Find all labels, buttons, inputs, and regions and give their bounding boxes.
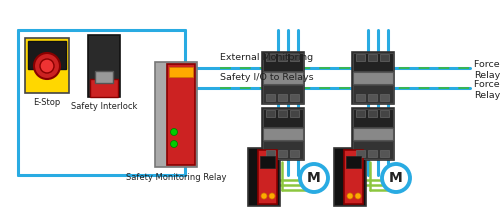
Bar (278, 150, 287, 157)
Bar (290, 54, 299, 61)
Bar (262, 52, 304, 104)
Bar (278, 54, 287, 61)
Text: M: M (307, 171, 321, 185)
Bar (353, 53, 393, 71)
Bar (334, 148, 366, 206)
Circle shape (269, 193, 275, 199)
Circle shape (34, 53, 60, 79)
Bar (266, 150, 275, 157)
Bar (263, 85, 303, 103)
Circle shape (355, 193, 361, 199)
Bar (353, 109, 393, 127)
Circle shape (40, 59, 54, 73)
Text: Safety Monitoring Relay: Safety Monitoring Relay (126, 173, 226, 182)
Text: M: M (389, 171, 403, 185)
Bar (169, 67, 193, 77)
Bar (266, 54, 275, 61)
Bar (356, 150, 365, 157)
Bar (263, 109, 303, 127)
Bar (290, 110, 299, 117)
Bar (278, 110, 287, 117)
Bar (167, 64, 195, 165)
Circle shape (170, 129, 177, 135)
Bar (380, 110, 389, 117)
Bar (278, 94, 287, 101)
Bar (263, 72, 303, 84)
Bar (155, 62, 197, 167)
Circle shape (382, 164, 410, 192)
Bar (266, 110, 275, 117)
Bar (353, 141, 393, 159)
Bar (353, 128, 393, 140)
Bar (25, 38, 69, 93)
Bar (356, 94, 365, 101)
Bar (344, 150, 363, 204)
Bar (356, 54, 365, 61)
Text: Force Guided
Relay: Force Guided Relay (474, 80, 500, 100)
Bar (368, 94, 377, 101)
Bar (356, 110, 365, 117)
Bar (352, 108, 394, 160)
Bar (290, 94, 299, 101)
Text: Safety I/O to Relays: Safety I/O to Relays (220, 73, 314, 82)
Bar (380, 94, 389, 101)
Text: Force Guided
Relay: Force Guided Relay (474, 60, 500, 80)
Circle shape (170, 141, 177, 147)
Bar (88, 35, 120, 97)
Bar (260, 156, 275, 168)
Circle shape (300, 164, 328, 192)
Bar (352, 52, 394, 104)
Bar (266, 94, 275, 101)
Bar (368, 110, 377, 117)
Bar (258, 150, 277, 204)
Bar (380, 54, 389, 61)
Bar (380, 150, 389, 157)
Text: Safety Interlock: Safety Interlock (71, 102, 137, 111)
Bar (368, 54, 377, 61)
Bar (90, 79, 118, 97)
Bar (262, 108, 304, 160)
Circle shape (261, 193, 267, 199)
Bar (346, 156, 361, 168)
Bar (263, 53, 303, 71)
Bar (368, 150, 377, 157)
Bar (248, 148, 280, 206)
Text: External Monitoring: External Monitoring (220, 53, 313, 62)
Bar (95, 71, 113, 83)
Bar (28, 41, 66, 69)
Bar (263, 141, 303, 159)
Bar (263, 128, 303, 140)
Bar (353, 85, 393, 103)
Text: E-Stop: E-Stop (34, 98, 60, 107)
Bar (353, 72, 393, 84)
Bar (290, 150, 299, 157)
Circle shape (347, 193, 353, 199)
